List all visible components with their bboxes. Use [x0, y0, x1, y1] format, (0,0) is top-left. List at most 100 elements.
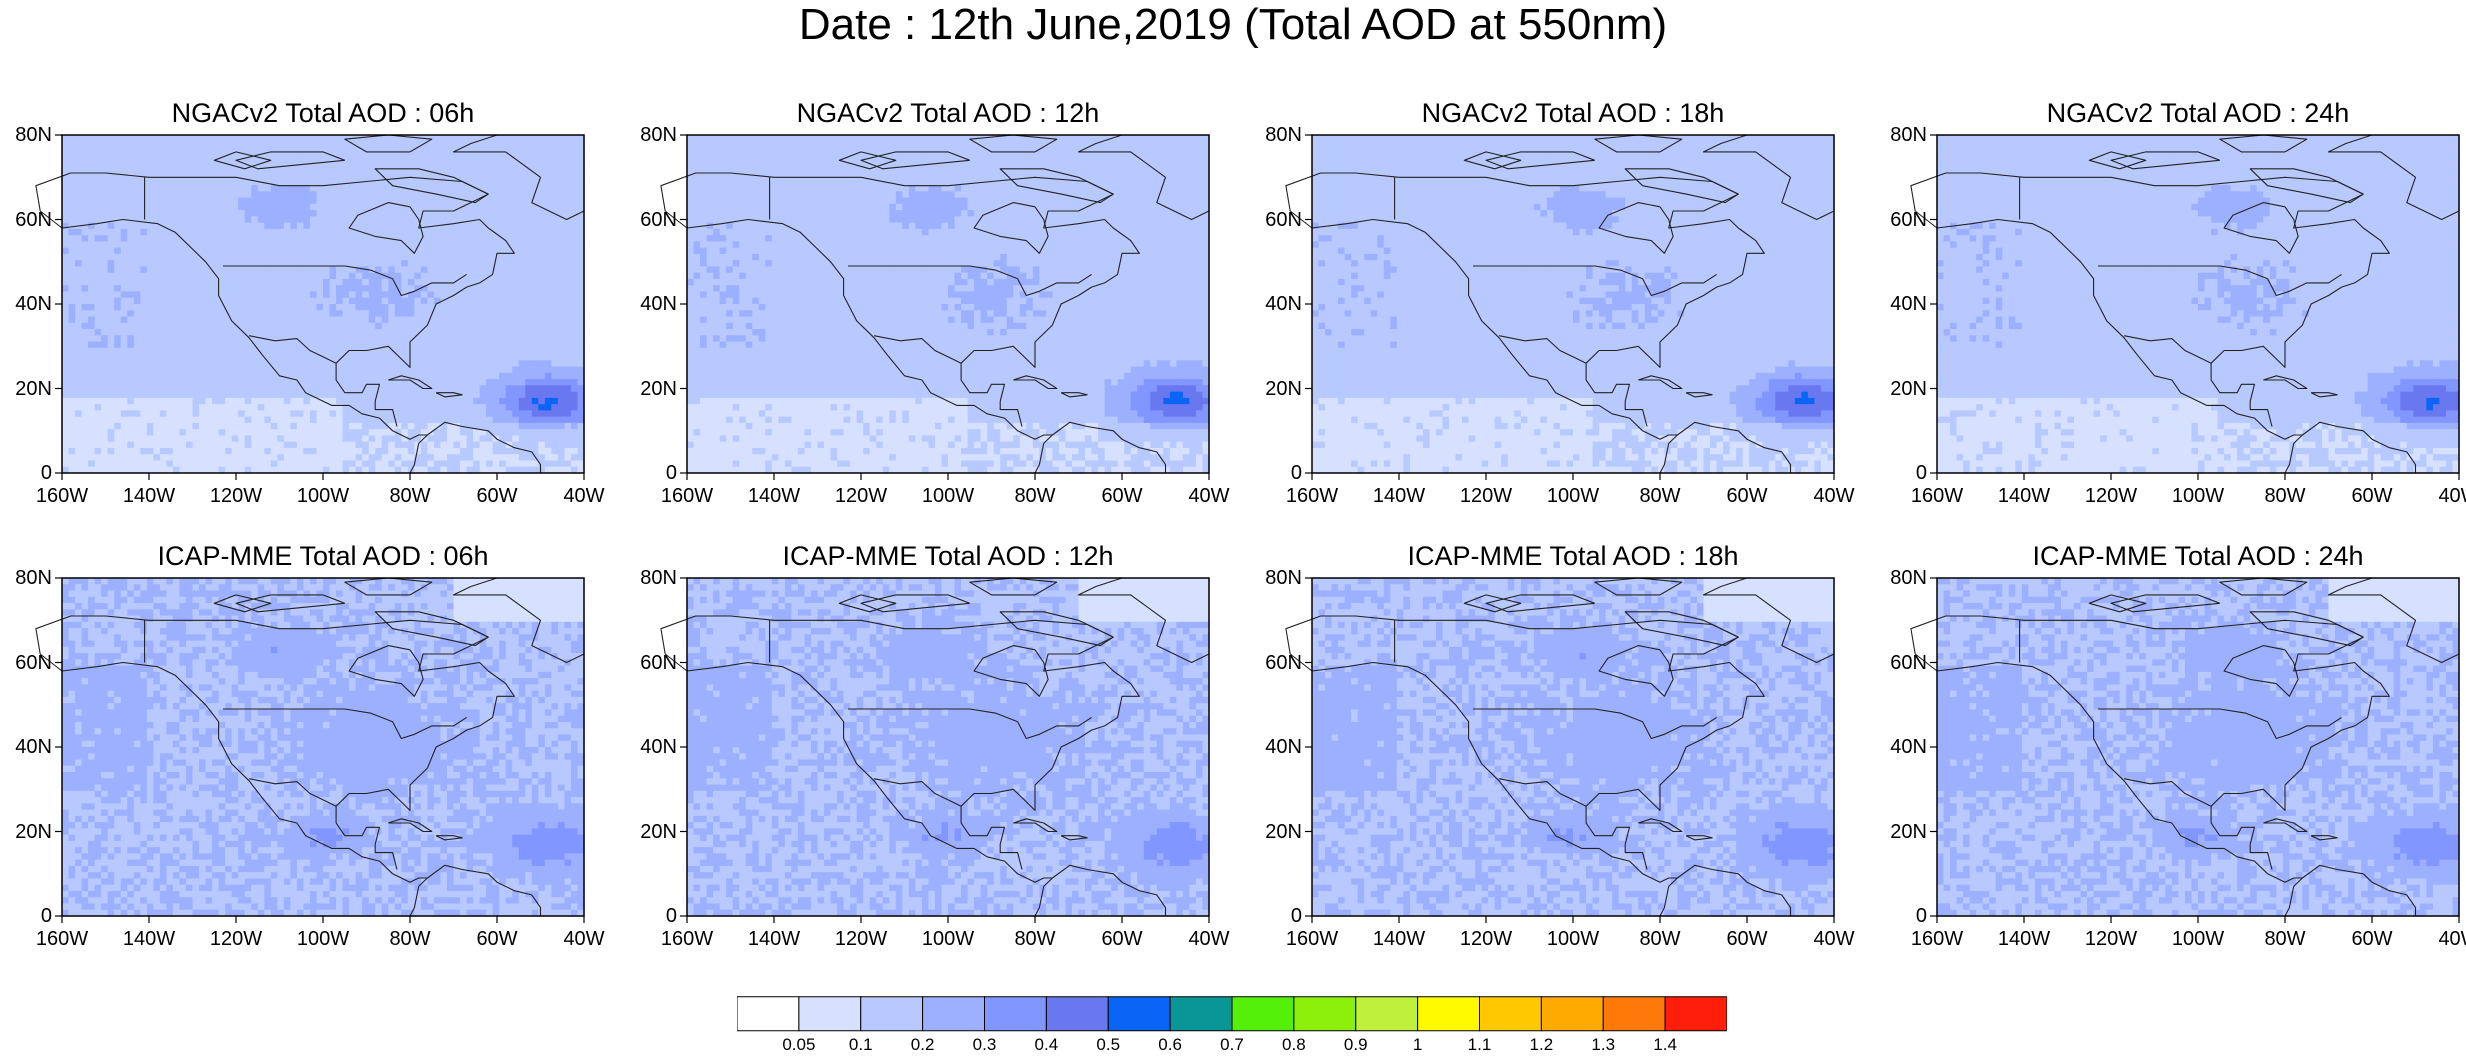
- lat-tick-label: 80N: [0, 124, 52, 146]
- coastlines: [35, 577, 585, 917]
- lon-tick-label: 80W: [370, 928, 450, 950]
- lon-tick-label: 60W: [1082, 485, 1162, 507]
- coastlines: [35, 134, 585, 474]
- colorbar-label: 0.5: [1078, 1036, 1138, 1054]
- lon-tick-label: 80W: [995, 485, 1075, 507]
- lon-tick-label: 80W: [2245, 928, 2325, 950]
- lat-tick-label: 0: [1855, 462, 1927, 484]
- lat-tick-label: 60N: [0, 209, 52, 231]
- colorbar-swatch: [1045, 996, 1109, 1032]
- colorbar-swatch: [1602, 996, 1666, 1032]
- lon-tick-label: 80W: [370, 485, 450, 507]
- colorbar-label: 0.05: [769, 1036, 829, 1054]
- lon-tick-label: 60W: [1707, 485, 1787, 507]
- lon-tick-label: 100W: [908, 485, 988, 507]
- lon-tick-label: 120W: [2071, 485, 2151, 507]
- coastlines: [660, 134, 1210, 474]
- lat-tick-label: 60N: [605, 209, 677, 231]
- colorbar-swatch: [1107, 996, 1171, 1032]
- lat-tick-label: 0: [1230, 462, 1302, 484]
- lat-tick-label: 0: [1230, 905, 1302, 927]
- lon-tick-label: 60W: [457, 485, 537, 507]
- panel-title: NGACv2 Total AOD : 24h: [1847, 97, 2466, 129]
- lat-tick-label: 20N: [0, 821, 52, 843]
- colorbar-label: 0.7: [1202, 1036, 1262, 1054]
- lon-tick-label: 140W: [1984, 485, 2064, 507]
- axis-ticks: [1930, 577, 2460, 923]
- lon-tick-label: 140W: [734, 928, 814, 950]
- lon-tick-label: 60W: [1082, 928, 1162, 950]
- aod-map: [660, 577, 1210, 923]
- lon-tick-label: 120W: [821, 485, 901, 507]
- lat-tick-label: 40N: [1230, 736, 1302, 758]
- aod-map: [1910, 577, 2460, 923]
- coastlines: [1910, 577, 2460, 917]
- lat-tick-label: 60N: [605, 652, 677, 674]
- colorbar-swatch: [736, 996, 800, 1032]
- aod-field: [687, 135, 1210, 474]
- lat-tick-label: 60N: [1855, 209, 1927, 231]
- lon-tick-label: 40W: [544, 928, 624, 950]
- lon-tick-label: 160W: [22, 928, 102, 950]
- panel-title: NGACv2 Total AOD : 18h: [1222, 97, 1924, 129]
- lat-tick-label: 20N: [0, 378, 52, 400]
- lat-tick-label: 80N: [0, 567, 52, 589]
- coastlines: [1910, 134, 2460, 474]
- lat-tick-label: 0: [605, 905, 677, 927]
- lat-tick-label: 40N: [605, 736, 677, 758]
- lat-tick-label: 40N: [605, 293, 677, 315]
- coastlines: [660, 577, 1210, 917]
- lat-tick-label: 0: [605, 462, 677, 484]
- lon-tick-label: 120W: [196, 928, 276, 950]
- lon-tick-label: 80W: [1620, 928, 1700, 950]
- lat-tick-label: 20N: [1855, 378, 1927, 400]
- lon-tick-label: 60W: [2332, 485, 2412, 507]
- axis-ticks: [1305, 577, 1835, 923]
- lat-tick-label: 80N: [1855, 567, 1927, 589]
- colorbar-swatches: [736, 996, 1728, 1032]
- colorbar-swatch: [1664, 996, 1728, 1032]
- colorbar-label: 1.4: [1635, 1036, 1695, 1054]
- colorbar-label: 0.9: [1326, 1036, 1386, 1054]
- lon-tick-label: 40W: [1794, 485, 1874, 507]
- lon-tick-label: 160W: [22, 485, 102, 507]
- lon-tick-label: 140W: [109, 928, 189, 950]
- colorbar-swatch: [798, 996, 862, 1032]
- colorbar-swatch: [1355, 996, 1419, 1032]
- lon-tick-label: 160W: [1897, 928, 1977, 950]
- axis-ticks: [1305, 134, 1835, 480]
- lon-tick-label: 120W: [2071, 928, 2151, 950]
- lon-tick-label: 40W: [2419, 485, 2466, 507]
- colorbar-swatch: [922, 996, 986, 1032]
- lat-tick-label: 20N: [1230, 821, 1302, 843]
- axis-ticks: [680, 134, 1210, 480]
- colorbar-label: 0.3: [955, 1036, 1015, 1054]
- aod-map: [35, 577, 585, 923]
- aod-field: [687, 578, 1210, 917]
- lat-tick-label: 0: [1855, 905, 1927, 927]
- aod-field: [62, 135, 585, 474]
- lon-tick-label: 100W: [283, 928, 363, 950]
- axis-ticks: [1930, 134, 2460, 480]
- lat-tick-label: 20N: [1230, 378, 1302, 400]
- lat-tick-label: 60N: [1230, 209, 1302, 231]
- axis-ticks: [55, 134, 585, 480]
- aod-field: [1312, 578, 1835, 917]
- colorbar-swatch: [1231, 996, 1295, 1032]
- lon-tick-label: 120W: [1446, 928, 1526, 950]
- lat-tick-label: 0: [0, 462, 52, 484]
- aod-map: [35, 134, 585, 480]
- colorbar-swatch: [1479, 996, 1542, 1032]
- lon-tick-label: 80W: [2245, 485, 2325, 507]
- lat-tick-label: 40N: [1855, 736, 1927, 758]
- lat-tick-label: 40N: [0, 293, 52, 315]
- lon-tick-label: 60W: [2332, 928, 2412, 950]
- lon-tick-label: 160W: [1897, 485, 1977, 507]
- panel-title: ICAP-MME Total AOD : 18h: [1222, 540, 1924, 572]
- panel-title: ICAP-MME Total AOD : 06h: [0, 540, 674, 572]
- colorbar-label: 1.3: [1573, 1036, 1633, 1054]
- lon-tick-label: 160W: [647, 485, 727, 507]
- lat-tick-label: 80N: [1230, 567, 1302, 589]
- panel-title: ICAP-MME Total AOD : 24h: [1847, 540, 2466, 572]
- colorbar-label: 0.6: [1140, 1036, 1200, 1054]
